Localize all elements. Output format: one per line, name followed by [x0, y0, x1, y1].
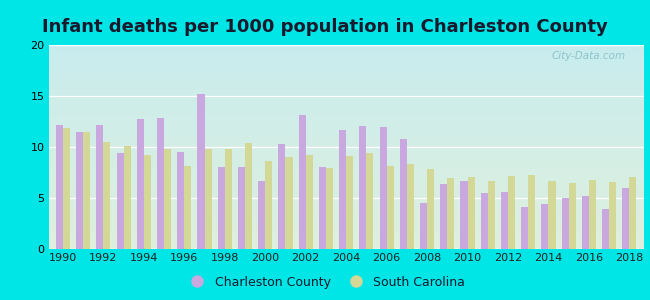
Bar [387, 167, 394, 249]
Bar [622, 188, 629, 249]
Bar [346, 156, 353, 249]
Bar [488, 181, 495, 249]
Bar [63, 128, 70, 249]
Bar [258, 181, 265, 249]
Bar [218, 167, 225, 249]
Bar [508, 176, 515, 249]
Bar [420, 203, 427, 249]
Bar [562, 198, 569, 249]
Bar [440, 184, 447, 249]
Bar [339, 130, 346, 249]
Bar [326, 168, 333, 249]
Bar [467, 177, 474, 249]
Bar [306, 155, 313, 249]
Bar [278, 144, 285, 249]
Bar [285, 157, 293, 249]
Text: Infant deaths per 1000 population in Charleston County: Infant deaths per 1000 population in Cha… [42, 18, 608, 36]
Bar [521, 207, 528, 249]
Bar [480, 193, 488, 249]
Bar [501, 192, 508, 249]
Legend: Charleston County, South Carolina: Charleston County, South Carolina [180, 271, 470, 294]
Bar [359, 126, 367, 249]
Bar [83, 132, 90, 249]
Bar [602, 209, 609, 249]
Bar [245, 143, 252, 249]
Bar [185, 167, 191, 249]
Bar [549, 181, 556, 249]
Bar [582, 196, 589, 249]
Bar [367, 153, 374, 249]
Bar [265, 161, 272, 249]
Bar [136, 119, 144, 249]
Bar [225, 149, 232, 249]
Bar [205, 149, 212, 249]
Bar [541, 204, 549, 249]
Bar [124, 146, 131, 249]
Bar [177, 152, 185, 249]
Bar [318, 167, 326, 249]
Bar [116, 153, 124, 249]
Bar [407, 164, 414, 249]
Bar [380, 127, 387, 249]
Bar [103, 142, 111, 249]
Text: City-Data.com: City-Data.com [552, 51, 626, 61]
Bar [569, 183, 576, 249]
Bar [400, 139, 407, 249]
Bar [609, 182, 616, 249]
Bar [164, 149, 171, 249]
Bar [157, 118, 164, 249]
Bar [56, 124, 63, 249]
Bar [96, 124, 103, 249]
Bar [460, 181, 467, 249]
Bar [238, 167, 245, 249]
Bar [589, 180, 596, 249]
Bar [298, 116, 306, 249]
Bar [427, 169, 434, 249]
Bar [447, 178, 454, 249]
Bar [144, 155, 151, 249]
Bar [76, 132, 83, 249]
Bar [198, 94, 205, 249]
Bar [629, 177, 636, 249]
Bar [528, 175, 535, 249]
